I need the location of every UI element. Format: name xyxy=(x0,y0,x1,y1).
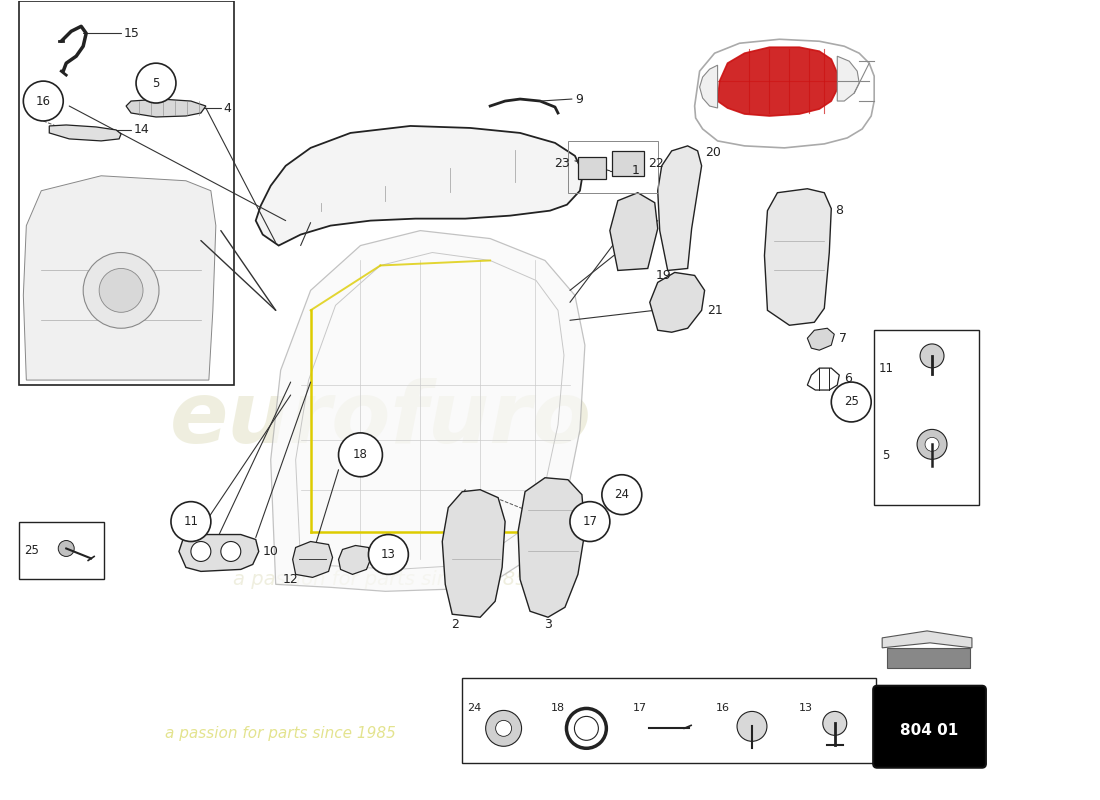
Polygon shape xyxy=(23,176,216,380)
Polygon shape xyxy=(650,273,705,332)
Circle shape xyxy=(191,542,211,562)
Polygon shape xyxy=(700,65,717,108)
Polygon shape xyxy=(609,193,658,270)
FancyBboxPatch shape xyxy=(873,686,986,768)
Text: a passion for parts since 1985: a passion for parts since 1985 xyxy=(165,726,396,742)
Text: 23: 23 xyxy=(554,158,570,170)
Text: 5: 5 xyxy=(152,77,160,90)
Text: 12: 12 xyxy=(283,573,298,586)
Text: 17: 17 xyxy=(634,703,647,714)
Text: 14: 14 xyxy=(134,123,150,137)
Text: 8: 8 xyxy=(835,204,844,217)
Bar xyxy=(578,157,606,178)
Text: 10: 10 xyxy=(263,545,278,558)
Text: 18: 18 xyxy=(353,448,367,462)
Polygon shape xyxy=(887,648,970,668)
Text: 5: 5 xyxy=(882,450,890,462)
Text: 13: 13 xyxy=(381,548,396,561)
Text: 16: 16 xyxy=(716,703,730,714)
Text: 11: 11 xyxy=(184,515,198,528)
Text: 20: 20 xyxy=(705,146,722,159)
Polygon shape xyxy=(837,56,859,101)
Text: 3: 3 xyxy=(544,618,552,630)
Circle shape xyxy=(221,542,241,562)
Circle shape xyxy=(602,474,641,514)
Circle shape xyxy=(570,502,609,542)
Polygon shape xyxy=(442,490,505,618)
Text: 15: 15 xyxy=(124,26,140,40)
Bar xyxy=(612,151,643,176)
Polygon shape xyxy=(717,47,837,116)
Bar xyxy=(568,141,658,193)
Polygon shape xyxy=(518,478,585,618)
Text: 9: 9 xyxy=(575,93,583,106)
Circle shape xyxy=(920,344,944,368)
Text: eurofuro: eurofuro xyxy=(169,378,592,462)
Text: 7: 7 xyxy=(839,332,847,345)
Circle shape xyxy=(925,438,939,451)
Text: 4: 4 xyxy=(223,102,232,114)
Circle shape xyxy=(99,269,143,312)
Text: 1: 1 xyxy=(631,164,640,178)
Text: 25: 25 xyxy=(24,544,38,557)
Text: 24: 24 xyxy=(614,488,629,501)
Bar xyxy=(20,2,234,385)
Circle shape xyxy=(136,63,176,103)
Circle shape xyxy=(823,711,847,735)
Polygon shape xyxy=(694,39,874,148)
Text: 804 01: 804 01 xyxy=(901,722,959,738)
Text: 22: 22 xyxy=(648,158,663,170)
Circle shape xyxy=(84,253,160,328)
Text: 21: 21 xyxy=(707,304,724,317)
Circle shape xyxy=(170,502,211,542)
Text: 25: 25 xyxy=(844,395,859,409)
Polygon shape xyxy=(126,99,206,117)
Text: 13: 13 xyxy=(799,703,813,714)
Bar xyxy=(874,330,979,505)
Polygon shape xyxy=(764,189,832,326)
Polygon shape xyxy=(339,546,371,574)
Text: 2: 2 xyxy=(451,618,459,630)
Polygon shape xyxy=(255,126,583,246)
Text: 16: 16 xyxy=(36,94,51,107)
Polygon shape xyxy=(179,534,258,571)
Circle shape xyxy=(496,720,512,736)
Circle shape xyxy=(832,382,871,422)
Text: 19: 19 xyxy=(656,269,671,282)
Polygon shape xyxy=(807,328,834,350)
Bar xyxy=(462,678,877,762)
Circle shape xyxy=(368,534,408,574)
Circle shape xyxy=(58,541,74,557)
Text: 18: 18 xyxy=(550,703,564,714)
Text: a passion for parts since 1985: a passion for parts since 1985 xyxy=(233,570,528,589)
Text: 6: 6 xyxy=(845,371,853,385)
Polygon shape xyxy=(293,542,332,578)
Circle shape xyxy=(23,81,63,121)
Text: 17: 17 xyxy=(582,515,597,528)
Circle shape xyxy=(917,430,947,459)
Polygon shape xyxy=(271,230,585,591)
Text: 24: 24 xyxy=(468,703,482,714)
Circle shape xyxy=(574,716,598,740)
Polygon shape xyxy=(50,125,121,141)
Bar xyxy=(20,522,104,579)
Circle shape xyxy=(737,711,767,742)
Polygon shape xyxy=(882,631,972,648)
Circle shape xyxy=(486,710,521,746)
Polygon shape xyxy=(658,146,702,270)
Text: 11: 11 xyxy=(879,362,893,375)
Circle shape xyxy=(339,433,383,477)
